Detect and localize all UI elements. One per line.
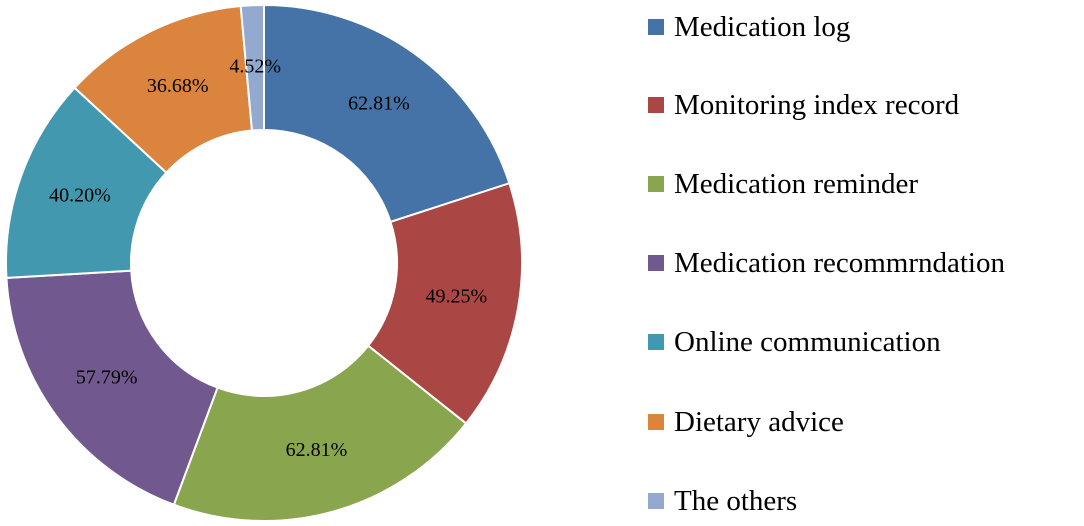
donut-slice-the-others xyxy=(239,3,265,132)
slice-label-online-communication: 40.20% xyxy=(49,185,111,207)
donut-slice-medication-reminder xyxy=(172,344,468,522)
slice-label-medication-reminder: 62.81% xyxy=(286,439,348,461)
slice-label-monitoring-index-record: 49.25% xyxy=(426,285,488,307)
donut-slice-labels: 62.81% 49.25% 62.81% 57.79% 40.20% 36.68% 4.52… xyxy=(49,55,487,461)
slice-label-the-others: 4.52% xyxy=(229,55,281,77)
slice-label-medication-recommrndation: 57.79% xyxy=(76,367,138,389)
slice-label-medication-log: 62.81% xyxy=(348,92,410,114)
donut-slice-medication-recommrndation xyxy=(5,269,219,507)
donut-slice-monitoring-index-record xyxy=(366,182,523,425)
donut-slices xyxy=(5,3,523,522)
donut-slice-medication-log xyxy=(263,3,511,224)
slice-label-dietary-advice: 36.68% xyxy=(147,75,209,97)
